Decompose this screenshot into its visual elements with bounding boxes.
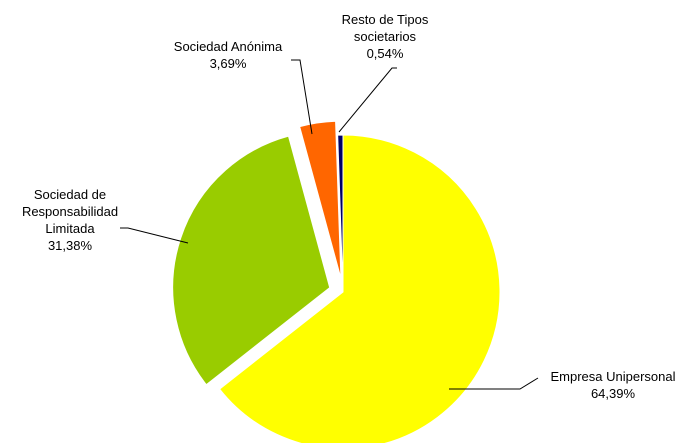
leader-line-4 [338,67,397,133]
pie-slice-2 [172,135,331,386]
slice-category-label-4: Resto de Tipos [342,12,429,27]
pie-slices [172,120,501,443]
slice-value-label-3: 3,69% [210,56,247,71]
leader-line-1 [449,377,539,390]
slice-value-label-2: 31,38% [48,238,93,253]
slice-value-label-1: 64,39% [591,386,636,401]
leader-line-3 [291,59,313,135]
pie-slice-4 [337,134,344,293]
pie-slice-1 [218,134,501,443]
leader-line-2 [120,227,189,244]
slice-value-label-4: 0,54% [367,46,404,61]
slice-category-label-1: Empresa Unipersonal [550,369,675,384]
slice-category-label-3: Sociedad Anónima [174,39,283,54]
slice-category-label-4: societarios [354,29,417,44]
leader-lines [120,59,539,390]
pie-slice-3 [299,120,342,279]
slice-category-label-2: Sociedad de [34,187,106,202]
slice-category-label-2: Limitada [45,221,95,236]
data-labels: Empresa Unipersonal 64,39% Sociedad de Resp… [22,12,676,401]
slice-category-label-2: Responsabilidad [22,204,118,219]
